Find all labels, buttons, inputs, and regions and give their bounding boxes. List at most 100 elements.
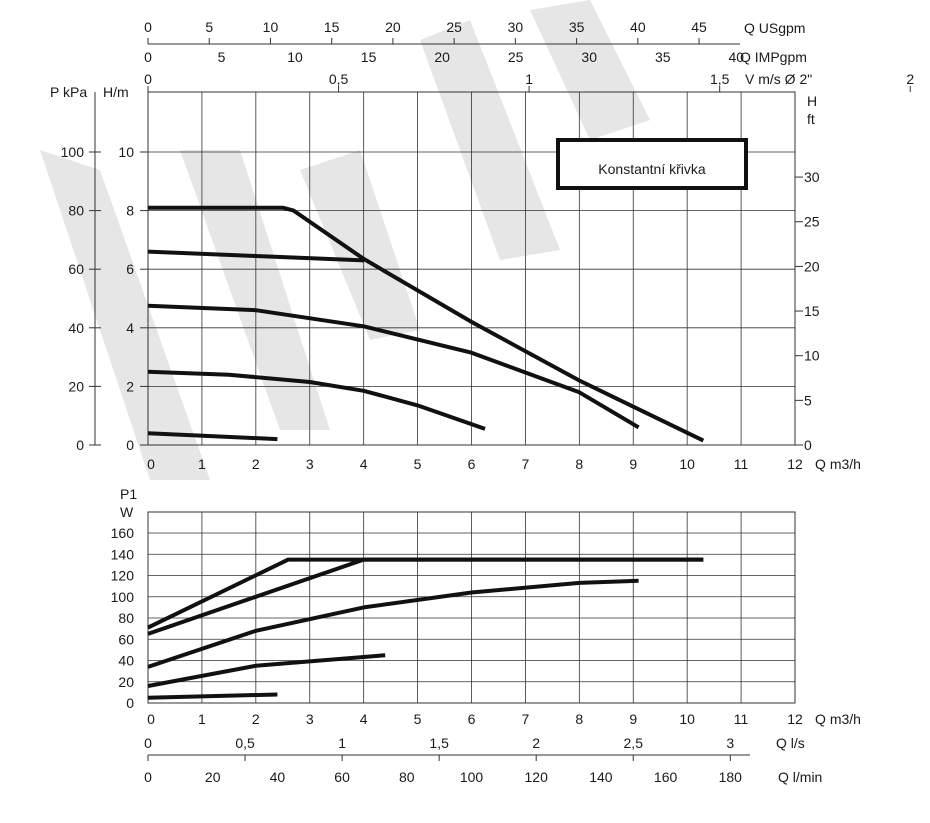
head-tick-label: 2 [126,378,134,394]
power-x-tick-label: 9 [629,711,637,727]
usgpm-tick-label: 5 [205,19,213,35]
power-x-tick-label: 12 [787,711,803,727]
x-tick-label: 2 [252,456,260,472]
power-tick-label: 140 [111,546,135,562]
x-tick-label: 0 [147,456,155,472]
feet-tick-label: 15 [804,303,820,319]
power-x-tick-label: 6 [468,711,476,727]
watermark-stroke-1 [40,150,210,480]
pressure-tick-label: 80 [68,203,84,219]
power-x-tick-label: 8 [575,711,583,727]
lmin-tick-label: 160 [654,769,678,785]
velocity-tick-label: 1,5 [710,71,730,87]
head-curve-1 [147,431,278,442]
impgpm-tick-label: 40 [728,49,744,65]
power-tick-label: 60 [118,631,134,647]
head-axis-label: H/m [103,84,129,100]
velocity-tick-label: 1 [525,71,533,87]
usgpm-tick-label: 30 [508,19,524,35]
chart-title-box: Konstantní křivka [556,138,748,190]
impgpm-tick-label: 35 [655,49,671,65]
head-curve-3 [147,303,640,430]
ls-tick-label: 1,5 [429,735,449,751]
feet-tick-label: 30 [804,169,820,185]
x-tick-label: 5 [414,456,422,472]
x-tick-label: 9 [629,456,637,472]
head-chart-axes: 0 1 2 3 4 5 6 7 8 9 10 11 12 Q m3/h024681002040608010… [50,19,914,472]
head-chart-series [147,205,705,443]
ls-tick-label: 0,5 [235,735,255,751]
lmin-tick-label: 60 [334,769,350,785]
power-tick-label: 100 [111,589,135,605]
lmin-tick-label: 120 [525,769,549,785]
lmin-axis-label: Q l/min [778,769,822,785]
impgpm-axis-label: Q IMPgpm [740,49,807,65]
x-tick-label: 1 [198,456,206,472]
ls-tick-label: 2 [532,735,540,751]
usgpm-tick-label: 25 [446,19,462,35]
power-x-tick-label: 10 [679,711,695,727]
head-tick-label: 6 [126,261,134,277]
ls-tick-label: 1 [338,735,346,751]
head-tick-label: 8 [126,203,134,219]
usgpm-axis-label: Q USgpm [744,20,805,36]
head-curve-4 [147,249,364,263]
pressure-tick-label: 40 [68,320,84,336]
impgpm-tick-label: 20 [434,49,450,65]
power-chart-series [147,557,704,700]
lmin-tick-label: 100 [460,769,484,785]
feet-tick-label: 20 [804,258,820,274]
power-x-tick-label: 0 [147,711,155,727]
velocity-tick-label: 0,5 [329,71,349,87]
head-curve-5 [148,205,705,443]
feet-tick-label: 25 [804,214,820,230]
usgpm-tick-label: 35 [569,19,585,35]
head-tick-label: 4 [126,320,134,336]
power-chart-grid [147,511,796,704]
x-tick-label: 7 [522,456,530,472]
lmin-tick-label: 0 [144,769,152,785]
feet-tick-label: 0 [804,437,812,453]
chart-title: Konstantní křivka [598,161,706,177]
watermark-stroke-3 [300,150,420,340]
pressure-tick-label: 100 [61,144,85,160]
power-x-tick-label: 3 [306,711,314,727]
power-x-tick-label: 4 [360,711,368,727]
watermark-stroke-4 [420,20,560,260]
lmin-tick-label: 140 [589,769,613,785]
x-tick-label: 11 [734,456,749,472]
watermark-stroke-5 [530,0,650,140]
power-x-tick-label: 1 [198,711,206,727]
usgpm-tick-label: 10 [263,19,279,35]
x-tick-label: 4 [360,456,368,472]
feet-axis-label-bottom: ft [807,111,815,127]
watermark-stroke-2 [180,150,330,430]
lmin-tick-label: 40 [270,769,286,785]
impgpm-tick-label: 25 [508,49,524,65]
impgpm-tick-label: 5 [218,49,226,65]
power-x-tick-label: 5 [414,711,422,727]
lmin-tick-label: 180 [719,769,743,785]
velocity-axis-label: V m/s Ø 2" [745,71,812,87]
pressure-tick-label: 60 [68,261,84,277]
watermark [40,0,650,480]
power-axis-label-bottom: W [120,504,134,520]
velocity-tick-label: 0 [144,71,152,87]
usgpm-tick-label: 15 [324,19,340,35]
lmin-tick-label: 20 [205,769,221,785]
power-curve-2 [147,653,386,688]
power-x-axis-label: Q m3/h [815,711,861,727]
impgpm-tick-label: 10 [287,49,303,65]
ls-tick-label: 3 [726,735,734,751]
ls-tick-label: 2,5 [624,735,644,751]
impgpm-tick-label: 30 [581,49,597,65]
head-tick-label: 10 [118,144,134,160]
power-curve-5 [147,557,704,630]
power-x-tick-label: 2 [252,711,260,727]
pressure-tick-label: 0 [76,437,84,453]
power-curve-1 [147,692,278,700]
power-x-tick-label: 7 [522,711,530,727]
power-axis-label-top: P1 [120,486,137,502]
